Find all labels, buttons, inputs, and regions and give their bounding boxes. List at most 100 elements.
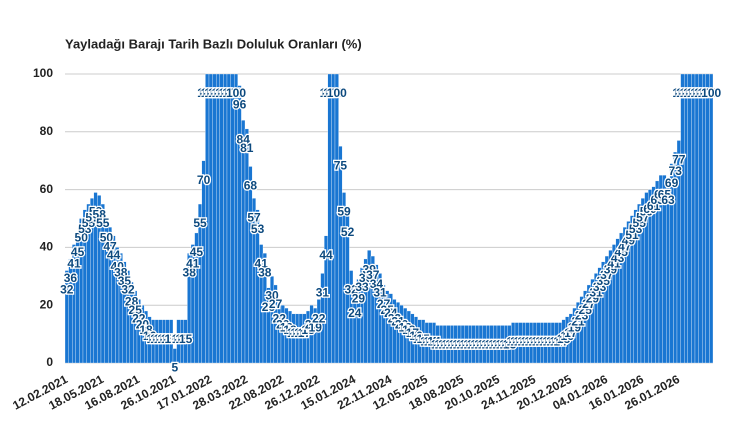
data-label: 17 — [298, 326, 312, 340]
y-tick-label: 60 — [40, 182, 54, 196]
data-label: 36 — [64, 271, 78, 285]
data-label: 44 — [319, 248, 333, 262]
bar — [208, 73, 213, 364]
data-label: 14 — [507, 335, 521, 349]
data-label: 14 — [521, 335, 535, 349]
data-label: 13 — [499, 338, 513, 352]
data-label: 19 — [309, 320, 323, 334]
data-label: 32 — [345, 283, 359, 297]
y-tick-label: 0 — [46, 355, 53, 369]
data-label: 100 — [204, 86, 224, 100]
data-label: 15 — [147, 332, 161, 346]
data-label: 13 — [431, 338, 445, 352]
bar — [684, 73, 688, 364]
bar — [331, 73, 336, 364]
data-label: 18 — [139, 323, 153, 337]
data-label: 5 — [171, 361, 178, 375]
data-label: 84 — [237, 132, 251, 146]
data-label: 58 — [93, 208, 107, 222]
chart-title: Yayladağı Barajı Tarih Bazlı Doluluk Ora… — [65, 36, 362, 51]
data-label: 27 — [377, 297, 391, 311]
data-label: 20 — [305, 317, 319, 331]
data-label: 14 — [553, 335, 567, 349]
data-label: 14 — [420, 335, 434, 349]
data-label: 20 — [395, 317, 409, 331]
bar — [694, 73, 699, 364]
data-label: 63 — [661, 193, 675, 207]
bar — [212, 73, 217, 364]
data-label: 49 — [622, 234, 636, 248]
data-label: 60 — [643, 202, 657, 216]
data-label: 100 — [208, 86, 228, 100]
data-label: 100 — [201, 86, 221, 100]
bar — [230, 73, 235, 364]
data-label: 16 — [409, 329, 423, 343]
y-tick-label: 100 — [33, 66, 53, 80]
data-label: 20 — [276, 317, 290, 331]
data-label: 16 — [561, 329, 575, 343]
data-label: 29 — [586, 291, 600, 305]
data-label: 18 — [283, 323, 297, 337]
bars — [64, 73, 714, 364]
bar — [327, 73, 332, 364]
data-label: 28 — [125, 294, 139, 308]
data-label: 24 — [348, 306, 362, 320]
data-label: 13 — [435, 338, 449, 352]
data-label: 68 — [244, 179, 258, 193]
data-label: 63 — [651, 193, 665, 207]
data-label: 100 — [690, 86, 710, 100]
bar — [705, 73, 710, 364]
data-label: 31 — [589, 286, 603, 300]
data-label: 15 — [150, 332, 164, 346]
data-label: 100 — [698, 86, 718, 100]
data-label: 53 — [78, 222, 92, 236]
data-label: 32 — [60, 283, 74, 297]
bar — [201, 160, 206, 364]
data-label: 70 — [197, 173, 211, 187]
data-label: 40 — [111, 260, 125, 274]
data-label: 22 — [273, 312, 287, 326]
data-label: 15 — [175, 332, 189, 346]
bar — [680, 73, 685, 364]
bar — [687, 73, 692, 364]
data-label: 73 — [669, 164, 683, 178]
data-label: 25 — [381, 303, 395, 317]
data-label: 100 — [683, 86, 703, 100]
data-label: 100 — [701, 86, 721, 100]
data-label: 22 — [132, 312, 146, 326]
data-label: 55 — [82, 216, 96, 230]
data-label: 77 — [672, 153, 686, 167]
bar — [691, 73, 696, 364]
data-label: 39 — [363, 262, 377, 276]
data-label: 59 — [337, 205, 351, 219]
data-label: 43 — [611, 251, 625, 265]
data-label: 38 — [258, 265, 272, 279]
data-label: 100 — [226, 86, 246, 100]
data-label: 14 — [528, 335, 542, 349]
data-label: 33 — [593, 280, 607, 294]
data-label: 13 — [445, 338, 459, 352]
data-label: 19 — [280, 320, 294, 334]
data-label: 47 — [103, 239, 117, 253]
data-label: 13 — [463, 338, 477, 352]
bar — [226, 73, 231, 364]
data-label: 19 — [399, 320, 413, 334]
bar — [241, 120, 246, 364]
bar — [234, 73, 238, 364]
data-label: 31 — [316, 286, 330, 300]
data-label: 41 — [255, 257, 269, 271]
data-label: 13 — [489, 338, 503, 352]
data-label: 59 — [89, 205, 103, 219]
data-label: 39 — [604, 262, 618, 276]
data-label: 17 — [294, 326, 308, 340]
data-label: 100 — [219, 86, 239, 100]
data-label: 15 — [413, 332, 427, 346]
data-label: 81 — [240, 141, 254, 155]
data-label: 14 — [424, 335, 438, 349]
data-label: 14 — [543, 335, 557, 349]
data-label: 25 — [579, 303, 593, 317]
data-label: 45 — [71, 245, 85, 259]
data-label: 35 — [118, 274, 132, 288]
bar — [223, 73, 228, 364]
